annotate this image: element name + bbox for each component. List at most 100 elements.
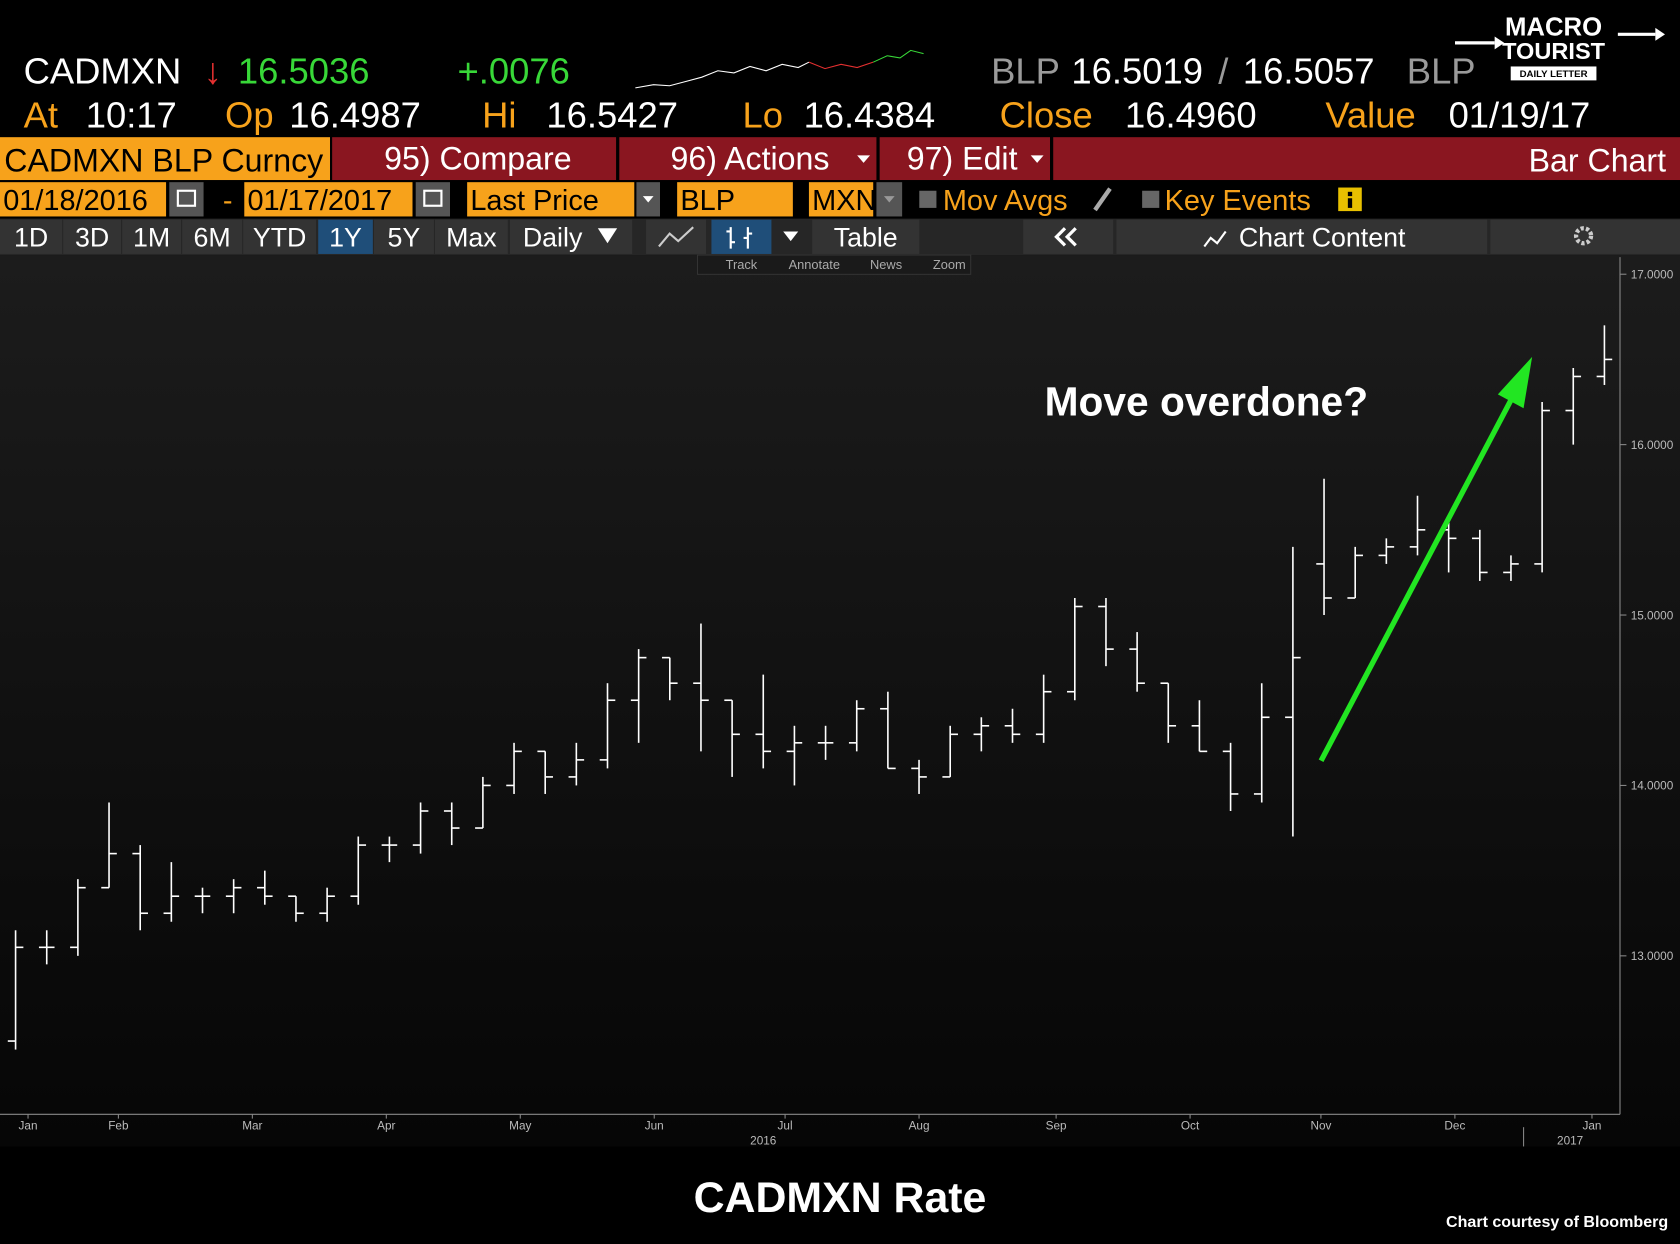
button[interactable] [619, 137, 877, 181]
field-select[interactable] [467, 182, 635, 217]
end-date[interactable]: 01/17/2017 [247, 185, 392, 217]
source-field[interactable] [677, 182, 793, 217]
tool-strip [696, 254, 972, 275]
security-box[interactable] [0, 137, 330, 181]
period-label[interactable]: Max [446, 222, 497, 252]
period-button[interactable] [63, 219, 122, 254]
year-label: 2016 [750, 1134, 777, 1147]
button[interactable] [812, 219, 920, 254]
source-note: Chart courtesy of Bloomberg [1446, 1213, 1668, 1231]
key-events[interactable]: Key Events [1165, 185, 1311, 217]
period-button[interactable] [318, 219, 373, 254]
pencil-icon[interactable] [1093, 187, 1112, 212]
period-button[interactable] [0, 219, 63, 254]
sparkline [872, 49, 924, 63]
annotation: Move overdone? [1045, 379, 1368, 425]
button[interactable] [711, 219, 772, 254]
button[interactable] [879, 137, 1050, 181]
start-date[interactable]: 01/18/2016 [3, 185, 148, 217]
ask: 16.5057 [1243, 51, 1375, 92]
view-title: Bar Chart [1529, 142, 1667, 178]
y-tick-label: 15.0000 [1631, 609, 1674, 622]
checkbox[interactable] [919, 190, 937, 208]
period-label[interactable]: YTD [253, 222, 307, 252]
ticker: CADMXN [24, 51, 182, 92]
period-label[interactable]: 3D [75, 222, 109, 252]
year-label: 2017 [1557, 1134, 1583, 1147]
annotation-arrow [1318, 395, 1516, 762]
label: Lo [743, 95, 784, 136]
periods: 1D 3D 1M 6M YTD 1Y 5Y Max [0, 219, 508, 254]
tool-label[interactable]: Zoom [933, 257, 966, 272]
actions-button[interactable]: 96) Actions [671, 140, 830, 176]
value: 10:17 [86, 95, 177, 136]
currency-field[interactable] [808, 182, 874, 217]
period-label[interactable]: 5Y [388, 222, 421, 252]
bid-source: BLP [991, 51, 1060, 92]
dropdown-icon [883, 196, 895, 203]
calendar-icon [423, 189, 443, 207]
source[interactable]: BLP [680, 185, 735, 217]
annotation-arrowhead [1497, 356, 1533, 409]
x-tick-label: Sep [1046, 1119, 1067, 1132]
logo: MACRO TOURIST DAILY LETTER [1455, 13, 1665, 81]
label: Hi [482, 95, 516, 136]
button[interactable] [646, 219, 707, 254]
period-label[interactable]: 1Y [329, 222, 362, 252]
x-tick-label: Dec [1444, 1119, 1465, 1132]
info-icon [1347, 191, 1353, 197]
x-tick-label: Feb [108, 1119, 129, 1132]
period-button[interactable] [122, 219, 182, 254]
tool-label[interactable]: Track [726, 257, 758, 272]
x-tick-label: Jan [19, 1119, 38, 1132]
y-tick-label: 13.0000 [1631, 950, 1674, 963]
button[interactable] [510, 219, 633, 254]
button[interactable] [332, 137, 617, 181]
period-button[interactable] [373, 219, 434, 254]
table-button[interactable]: Table [834, 222, 898, 252]
dropdown-icon [642, 196, 654, 203]
period-label[interactable]: 1D [14, 222, 48, 252]
button[interactable] [1490, 219, 1680, 254]
security[interactable]: CADMXN BLP Curncy [4, 142, 323, 178]
currency[interactable]: MXN [812, 185, 876, 217]
frequency[interactable]: Daily [523, 222, 583, 252]
compare-button[interactable]: 95) Compare [384, 140, 571, 176]
label: At [24, 95, 58, 136]
dropdown-icon [1030, 155, 1044, 163]
tool-label[interactable]: Annotate [789, 257, 840, 272]
period-button[interactable] [243, 219, 317, 254]
field[interactable]: Last Price [470, 185, 599, 217]
x-tick-label: Aug [909, 1119, 930, 1132]
view-bar [1053, 137, 1680, 181]
calendar-button[interactable] [415, 182, 450, 217]
period-label[interactable]: 6M [194, 222, 231, 252]
dropdown-icon [857, 155, 870, 163]
x-tick-label: Jul [778, 1119, 793, 1132]
x-tick-label: Oct [1181, 1119, 1200, 1132]
value: 16.4384 [804, 95, 936, 136]
date-field[interactable] [0, 182, 167, 217]
label: Op [225, 95, 274, 136]
value: 01/19/17 [1449, 95, 1591, 136]
line-chart-icon [658, 226, 694, 248]
chart-content[interactable]: Chart Content [1239, 222, 1406, 252]
separator: / [1218, 51, 1229, 92]
dropdown-icon [597, 228, 618, 244]
period-button[interactable] [435, 219, 508, 254]
edit-button[interactable]: 97) Edit [907, 140, 1018, 176]
checkbox[interactable] [1142, 190, 1160, 208]
calendar-button[interactable] [169, 182, 204, 217]
mov-avgs[interactable]: Mov Avgs [943, 185, 1068, 217]
label: Close [1000, 95, 1093, 136]
button[interactable] [1116, 219, 1488, 254]
sparkline [808, 61, 874, 70]
x-tick-label: Nov [1310, 1119, 1331, 1132]
bar-chart-icon [726, 227, 753, 249]
period-button[interactable] [182, 219, 243, 254]
value: 16.4960 [1125, 95, 1257, 136]
period-label[interactable]: 1M [133, 222, 170, 252]
y-tick-label: 17.0000 [1631, 269, 1674, 282]
date-field[interactable] [244, 182, 413, 217]
tool-label[interactable]: News [870, 257, 902, 272]
